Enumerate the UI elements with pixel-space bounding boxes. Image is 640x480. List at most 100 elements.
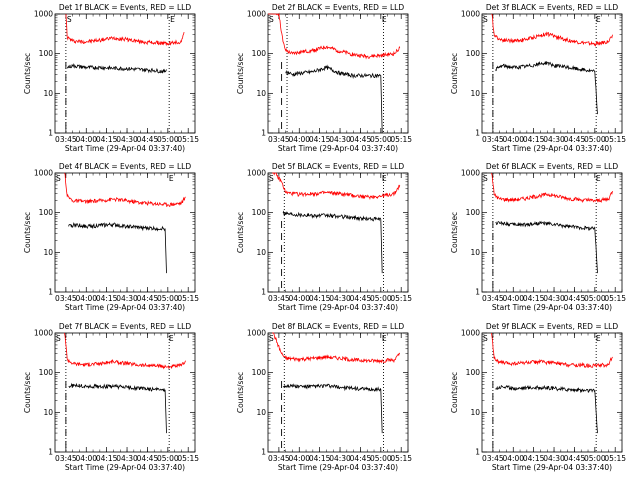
- y-tick-label: 1: [261, 129, 266, 138]
- y-tick-label: 10: [470, 248, 480, 257]
- y-tick-label: 1: [475, 288, 480, 297]
- end-marker: E: [382, 15, 387, 24]
- x-tick-label: 04:30: [543, 135, 565, 144]
- y-tick-label: 100: [466, 368, 481, 377]
- x-tick-label: 04:45: [350, 454, 372, 463]
- y-tick-label: 1000: [247, 329, 266, 338]
- end-marker: E: [382, 174, 387, 183]
- panel-5: Det 5f BLACK = Events, RED = LLD 1 10 100 10…: [236, 162, 412, 312]
- start-marker: S: [67, 15, 72, 24]
- panel-8: Det 8f BLACK = Events, RED = LLD 1 10 100 10…: [236, 322, 412, 472]
- x-tick-label: 05:15: [177, 294, 199, 303]
- plot-frame: [481, 13, 623, 134]
- y-tick-label: 100: [252, 49, 267, 58]
- panel-1: Det 1f BLACK = Events, RED = LLD 1 10 100 10…: [23, 3, 199, 153]
- y-tick-label: 100: [252, 208, 267, 217]
- end-marker: E: [170, 15, 175, 24]
- x-tick-label: 03:45: [482, 294, 504, 303]
- y-tick-label: 1000: [461, 169, 480, 178]
- x-tick-label: 04:15: [96, 135, 118, 144]
- y-tick-label: 1000: [34, 329, 53, 338]
- panel-title: Det 9f BLACK = Events, RED = LLD: [486, 322, 619, 331]
- x-tick-label: 04:30: [329, 135, 351, 144]
- x-tick-label: 04:15: [523, 294, 545, 303]
- plot-frame: [267, 332, 409, 453]
- lld-series-line: [64, 172, 186, 208]
- x-tick-label: 04:45: [564, 294, 586, 303]
- panel-title: Det 8f BLACK = Events, RED = LLD: [272, 322, 405, 331]
- y-axis-label: Counts/sec: [23, 53, 32, 94]
- x-tick-label: 04:15: [523, 454, 545, 463]
- x-tick-label: 04:45: [564, 135, 586, 144]
- y-tick-label: 100: [39, 368, 54, 377]
- start-marker: S: [56, 334, 61, 343]
- events-series-line: [495, 220, 598, 274]
- x-tick-label: 04:30: [329, 454, 351, 463]
- x-tick-label: 03:45: [55, 294, 77, 303]
- x-tick-label: 05:00: [157, 294, 179, 303]
- x-tick-label: 04:00: [502, 294, 524, 303]
- panel-title: Det 2f BLACK = Events, RED = LLD: [272, 3, 405, 12]
- panel-4: Det 4f BLACK = Events, RED = LLD 1 10 100 10…: [23, 162, 199, 312]
- x-tick-label: 04:00: [502, 454, 524, 463]
- y-tick-label: 1000: [461, 10, 480, 19]
- x-axis-label: Start Time (29-Apr-04 03:37:40): [65, 303, 185, 312]
- y-tick-label: 10: [470, 89, 480, 98]
- x-tick-label: 05:15: [604, 135, 626, 144]
- y-tick-label: 100: [466, 49, 481, 58]
- lld-series-line: [268, 12, 401, 60]
- start-marker: S: [483, 15, 488, 24]
- y-axis-label: Counts/sec: [450, 53, 459, 94]
- y-axis-label: Counts/sec: [450, 372, 459, 413]
- lld-series-line: [64, 332, 186, 370]
- x-axis-label: Start Time (29-Apr-04 03:37:40): [278, 463, 398, 472]
- panel-title: Det 4f BLACK = Events, RED = LLD: [59, 162, 192, 171]
- x-tick-label: 03:45: [482, 135, 504, 144]
- lld-series-line: [491, 13, 613, 47]
- x-tick-label: 04:45: [137, 454, 159, 463]
- x-tick-label: 04:15: [523, 135, 545, 144]
- panel-title: Det 1f BLACK = Events, RED = LLD: [59, 3, 192, 12]
- x-axis-label: Start Time (29-Apr-04 03:37:40): [278, 303, 398, 312]
- start-marker: S: [269, 174, 274, 183]
- x-tick-label: 04:15: [309, 294, 331, 303]
- plot-frame: [481, 332, 623, 453]
- panel-7: Det 7f BLACK = Events, RED = LLD 1 10 100 10…: [23, 322, 199, 472]
- y-tick-label: 100: [39, 49, 54, 58]
- x-tick-label: 04:00: [502, 135, 524, 144]
- x-axis-label: Start Time (29-Apr-04 03:37:40): [492, 303, 612, 312]
- plot-frame: [481, 172, 623, 293]
- panel-3: Det 3f BLACK = Events, RED = LLD 1 10 100 10…: [450, 3, 626, 153]
- y-tick-label: 10: [256, 248, 266, 257]
- end-marker: E: [596, 15, 601, 24]
- panel-6: Det 6f BLACK = Events, RED = LLD 1 10 100 10…: [450, 162, 626, 312]
- y-axis-label: Counts/sec: [236, 53, 245, 94]
- x-tick-label: 04:00: [75, 294, 97, 303]
- y-tick-label: 1: [48, 448, 53, 457]
- x-axis-label: Start Time (29-Apr-04 03:37:40): [492, 463, 612, 472]
- plot-frame: [54, 332, 196, 453]
- x-tick-label: 05:15: [177, 135, 199, 144]
- start-marker: S: [483, 174, 488, 183]
- lld-series-line: [272, 332, 401, 364]
- start-marker: S: [269, 15, 274, 24]
- y-tick-label: 100: [39, 208, 54, 217]
- events-series-line: [285, 64, 383, 134]
- x-tick-label: 05:00: [370, 135, 392, 144]
- panel-title: Det 6f BLACK = Events, RED = LLD: [486, 162, 619, 171]
- y-tick-label: 10: [470, 408, 480, 417]
- y-tick-label: 10: [256, 89, 266, 98]
- plot-frame: [267, 172, 409, 293]
- y-tick-label: 100: [252, 368, 267, 377]
- y-axis-label: Counts/sec: [236, 212, 245, 253]
- panel-2: Det 2f BLACK = Events, RED = LLD 1 10 100 10…: [236, 3, 412, 153]
- plot-frame: [54, 13, 196, 134]
- x-tick-label: 05:15: [390, 294, 412, 303]
- y-tick-label: 10: [43, 89, 53, 98]
- y-tick-label: 1000: [247, 169, 266, 178]
- x-tick-label: 03:45: [55, 135, 77, 144]
- x-tick-label: 03:45: [268, 454, 290, 463]
- end-marker: E: [169, 174, 174, 183]
- end-marker: E: [596, 334, 601, 343]
